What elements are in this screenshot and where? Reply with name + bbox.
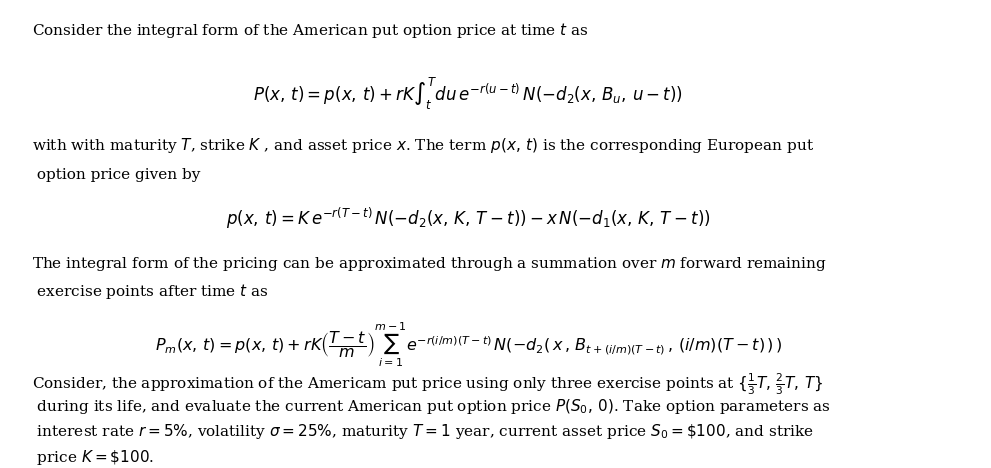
Text: $p(x,\, t) = K\, e^{-r(T-t)}\, N(-d_2(x,\, K,\, T-t)) - x\, N(-d_1(x,\, K,\, T-t: $p(x,\, t) = K\, e^{-r(T-t)}\, N(-d_2(x,… bbox=[226, 206, 711, 231]
Text: option price given by: option price given by bbox=[32, 168, 200, 182]
Text: price $K = \$100$.: price $K = \$100$. bbox=[32, 448, 155, 467]
Text: with with maturity $T$, strike $K$ , and asset price $x$. The term $p(x,\, t)$ i: with with maturity $T$, strike $K$ , and… bbox=[32, 136, 815, 155]
Text: $P_m(x,\, t) = p(x,\, t) + rK \left(\dfrac{T-t}{m}\right) \sum_{i=1}^{m-1} e^{-r: $P_m(x,\, t) = p(x,\, t) + rK \left(\dfr… bbox=[155, 321, 782, 369]
Text: $P(x,\, t) = p(x,\, t) + rK\int_t^T du\, e^{-r(u-t)}\, N(-d_2(x,\, B_u,\, u-t))$: $P(x,\, t) = p(x,\, t) + rK\int_t^T du\,… bbox=[254, 76, 684, 112]
Text: Consider, the approximation of the Americam put price using only three exercise : Consider, the approximation of the Ameri… bbox=[32, 371, 824, 397]
Text: during its life, and evaluate the current American put option price $P(S_0,\, 0): during its life, and evaluate the curren… bbox=[32, 397, 831, 416]
Text: Consider the integral form of the American put option price at time $t$ as: Consider the integral form of the Americ… bbox=[32, 21, 589, 40]
Text: interest rate $r = 5\%$, volatility $\sigma = 25\%$, maturity $T = 1$ year, curr: interest rate $r = 5\%$, volatility $\si… bbox=[32, 422, 814, 441]
Text: The integral form of the pricing can be approximated through a summation over $m: The integral form of the pricing can be … bbox=[32, 255, 826, 272]
Text: exercise points after time $t$ as: exercise points after time $t$ as bbox=[32, 282, 269, 301]
